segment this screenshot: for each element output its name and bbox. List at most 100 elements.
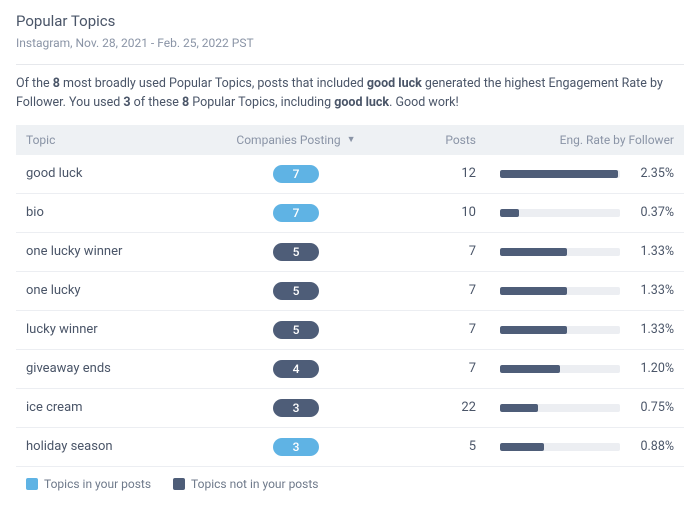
eng-bar-track [500, 404, 620, 412]
cell-companies: 3 [226, 438, 366, 456]
legend: Topics in your posts Topics not in your … [16, 467, 684, 495]
date-range: Instagram, Nov. 28, 2021 - Feb. 25, 2022… [16, 36, 684, 50]
summary-part: Of the [16, 76, 53, 91]
table-row[interactable]: ice cream 3 220.75% [16, 389, 684, 428]
cell-posts: 7 [366, 361, 476, 376]
summary-part: . Good work! [389, 95, 459, 110]
eng-bar-fill [500, 443, 544, 451]
cell-engagement: 0.88% [476, 439, 674, 454]
eng-label: 2.35% [630, 166, 674, 181]
legend-item-in-posts: Topics in your posts [26, 477, 151, 491]
page-title: Popular Topics [16, 12, 684, 30]
eng-label: 1.33% [630, 283, 674, 298]
eng-bar-track [500, 287, 620, 295]
cell-topic: lucky winner [26, 322, 226, 337]
eng-bar-track [500, 209, 620, 217]
sort-caret-icon: ▼ [347, 134, 356, 145]
eng-bar-track [500, 365, 620, 373]
cell-engagement: 1.20% [476, 361, 674, 376]
table-row[interactable]: one lucky winner 5 7 1.33% [16, 233, 684, 272]
cell-engagement: 1.33% [476, 283, 674, 298]
companies-pill: 5 [273, 282, 319, 300]
summary-top-topic-2: good luck [334, 95, 389, 110]
cell-topic: one lucky winner [26, 244, 226, 259]
cell-companies: 7 [226, 165, 366, 183]
eng-bar-fill [500, 248, 567, 256]
cell-companies: 5 [226, 282, 366, 300]
cell-topic: bio [26, 205, 226, 220]
legend-swatch-not-in-posts [173, 478, 185, 490]
summary-total: 8 [53, 76, 60, 91]
companies-pill: 5 [273, 243, 319, 261]
cell-topic: giveaway ends [26, 361, 226, 376]
cell-posts: 10 [366, 205, 476, 220]
companies-pill: 5 [273, 321, 319, 339]
col-topic[interactable]: Topic [26, 133, 226, 147]
legend-item-not-in-posts: Topics not in your posts [173, 477, 318, 491]
companies-pill: 3 [273, 438, 319, 456]
table-row[interactable]: lucky winner 5 7 1.33% [16, 311, 684, 350]
companies-pill: 7 [273, 204, 319, 222]
eng-bar-fill [500, 326, 567, 334]
summary-part: Popular Topics, including [189, 95, 334, 110]
legend-label: Topics not in your posts [191, 477, 318, 491]
col-companies[interactable]: Companies Posting ▼ [226, 133, 366, 147]
eng-label: 1.33% [630, 244, 674, 259]
cell-posts: 7 [366, 283, 476, 298]
cell-posts: 22 [366, 400, 476, 415]
summary-part: most broadly used Popular Topics, posts … [60, 76, 367, 91]
legend-label: Topics in your posts [44, 477, 151, 491]
table-row[interactable]: good luck 7 12 2.35% [16, 155, 684, 194]
col-engagement[interactable]: Eng. Rate by Follower [476, 133, 674, 147]
table-row[interactable]: bio 7 10 0.37% [16, 194, 684, 233]
table-row[interactable]: holiday season 3 5 0.88% [16, 428, 684, 467]
eng-label: 0.88% [630, 439, 674, 454]
cell-companies: 5 [226, 243, 366, 261]
cell-posts: 7 [366, 244, 476, 259]
cell-companies: 5 [226, 321, 366, 339]
summary-part: of these [131, 95, 182, 110]
cell-posts: 12 [366, 166, 476, 181]
eng-bar-track [500, 326, 620, 334]
col-posts[interactable]: Posts [366, 133, 476, 147]
cell-engagement: 0.75% [476, 400, 674, 415]
popular-topics-panel: Popular Topics Instagram, Nov. 28, 2021 … [0, 0, 700, 505]
legend-swatch-in-posts [26, 478, 38, 490]
cell-topic: good luck [26, 166, 226, 181]
cell-engagement: 1.33% [476, 322, 674, 337]
eng-bar-track [500, 443, 620, 451]
eng-bar-fill [500, 170, 618, 178]
eng-bar-fill [500, 404, 538, 412]
companies-pill: 4 [273, 360, 319, 378]
eng-bar-fill [500, 209, 519, 217]
col-companies-label: Companies Posting [236, 133, 340, 147]
summary-used: 3 [123, 95, 130, 110]
companies-pill: 7 [273, 165, 319, 183]
eng-label: 0.37% [630, 205, 674, 220]
cell-engagement: 0.37% [476, 205, 674, 220]
table-row[interactable]: giveaway ends 4 7 1.20% [16, 350, 684, 389]
table-header: Topic Companies Posting ▼ Posts Eng. Rat… [16, 125, 684, 155]
cell-companies: 3 [226, 399, 366, 417]
divider [16, 64, 684, 65]
eng-label: 1.33% [630, 322, 674, 337]
cell-topic: ice cream [26, 400, 226, 415]
cell-posts: 7 [366, 322, 476, 337]
eng-label: 1.20% [630, 361, 674, 376]
table-row[interactable]: one lucky 5 7 1.33% [16, 272, 684, 311]
summary-top-topic: good luck [367, 76, 422, 91]
eng-bar-track [500, 248, 620, 256]
eng-bar-fill [500, 287, 567, 295]
cell-topic: one lucky [26, 283, 226, 298]
companies-pill: 3 [273, 399, 319, 417]
cell-posts: 5 [366, 439, 476, 454]
table-body: good luck 7 12 2.35% bio 7 10 0.37% one lucky wi… [16, 155, 684, 467]
eng-bar-track [500, 170, 620, 178]
cell-companies: 7 [226, 204, 366, 222]
cell-engagement: 2.35% [476, 166, 674, 181]
summary-text: Of the 8 most broadly used Popular Topic… [16, 75, 684, 113]
eng-bar-fill [500, 365, 560, 373]
cell-engagement: 1.33% [476, 244, 674, 259]
cell-topic: holiday season [26, 439, 226, 454]
cell-companies: 4 [226, 360, 366, 378]
